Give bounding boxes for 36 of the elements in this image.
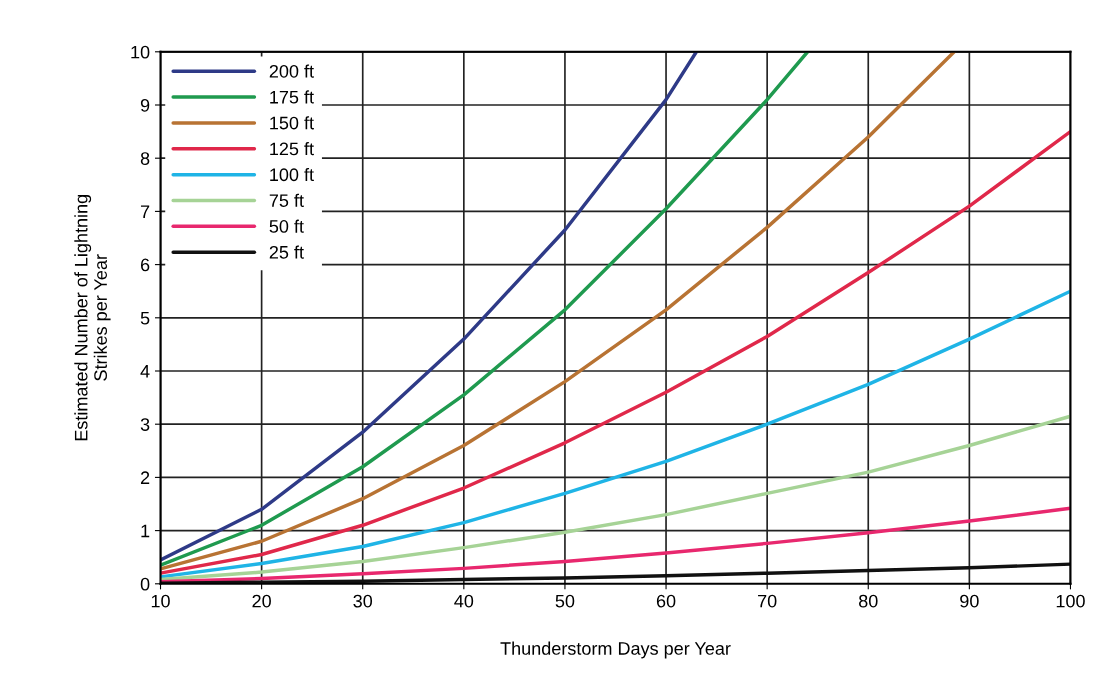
x-tick-label: 60 — [656, 594, 676, 608]
x-tick-label: 90 — [960, 594, 979, 608]
legend-label: 25 ft — [269, 245, 304, 259]
y-tick-label: 0 — [140, 577, 150, 591]
y-tick-label: 6 — [140, 258, 150, 272]
y-tick-label: 1 — [141, 524, 150, 538]
x-tick-label: 20 — [252, 594, 271, 608]
legend-label: 100 ft — [270, 167, 314, 182]
line-series — [160, 289, 1071, 579]
x-axis-title: Thunderstorm Days per Year — [500, 641, 731, 659]
y-tick-label: 2 — [140, 471, 150, 484]
legend-label: 75 ft — [269, 193, 304, 207]
y-tick-label: 3 — [140, 418, 150, 431]
y-tick-label: 7 — [140, 205, 150, 218]
x-tick-label: 100 — [1056, 594, 1085, 608]
x-tick-label: 50 — [555, 594, 575, 608]
y-axis-title: Estimated Number of Lightning Strikes per Year — [74, 195, 111, 441]
legend-label: 150 ft — [270, 116, 314, 130]
x-tick-label: 40 — [454, 594, 474, 608]
y-tick-label: 4 — [140, 365, 150, 378]
x-tick-label: 70 — [758, 594, 777, 608]
line-series — [160, 51, 810, 567]
line-series — [160, 51, 699, 562]
y-tick-label: 5 — [140, 311, 150, 325]
y-tick-label: 9 — [140, 98, 150, 112]
x-tick-label: 30 — [353, 594, 373, 608]
legend-label: 175 ft — [270, 90, 314, 104]
x-tick-label: 80 — [859, 594, 878, 608]
y-tick-label: 8 — [140, 152, 150, 165]
legend-label: 125 ft — [270, 142, 314, 156]
line-series — [160, 51, 956, 571]
legend-label: 50 ft — [269, 219, 304, 233]
line-series — [160, 129, 1071, 575]
y-tick-label: 10 — [131, 45, 150, 59]
x-tick-label: 10 — [151, 594, 170, 608]
legend-label: 200 ft — [269, 64, 314, 78]
